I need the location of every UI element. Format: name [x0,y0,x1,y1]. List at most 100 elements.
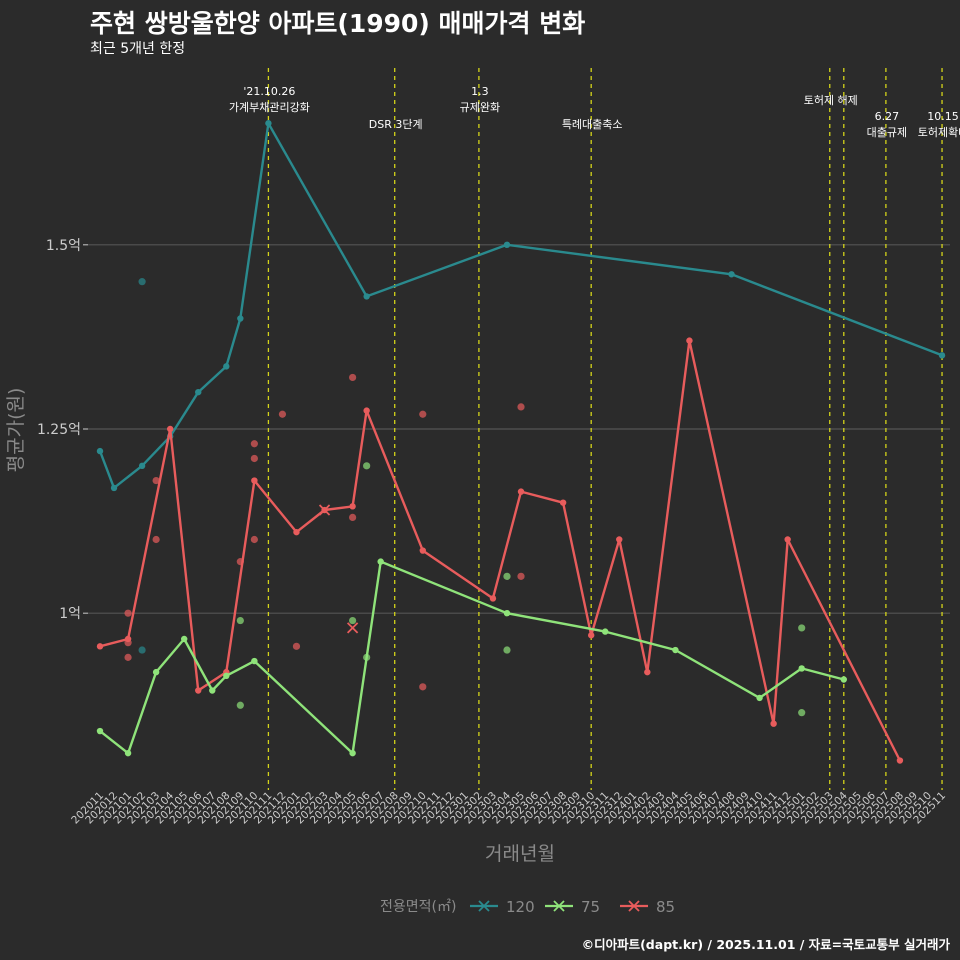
series-120-point [138,646,146,654]
y-tick-label: 1.25억 [37,422,81,438]
event-label: 특례대출축소 [562,118,623,131]
series-85-vertex [517,488,525,495]
series-75-vertex [96,727,104,735]
legend-75-swatch-mark [553,900,565,912]
series-85-vertex [644,668,651,676]
series-75-point [798,709,806,717]
series-85-point [517,572,525,580]
series-75-line [99,560,845,755]
series-75-point [503,646,511,654]
series-120-vertex [110,484,118,492]
event-label: DSR 3단계 [369,118,423,131]
series-85-cross [318,504,331,516]
series-75-vertex [209,687,216,694]
legend-title: 전용면적(㎡) [380,899,456,915]
series-85-vertex [363,407,370,414]
series-75-point [363,462,371,470]
series-75-vertex [377,558,384,565]
series-85-vertex [96,643,104,650]
legend-120-label: 120 [506,898,535,916]
series-85-point [250,454,258,463]
series-85-point [124,653,132,661]
event-label: 1.3 [471,85,489,98]
series-75-vertex [251,657,258,665]
legend-120-swatch-mark [478,900,490,912]
event-label: 토허제 해제 [804,93,858,107]
series-85-vertex [616,536,623,543]
series-75-vertex [124,749,132,757]
series-85-point [152,476,160,485]
series-120-vertex [195,388,202,396]
event-label: 대출규제 [867,126,907,139]
series-75-vertex [152,668,160,676]
series-120-vertex [503,241,511,249]
legend-85-swatch-mark [628,900,640,912]
event-label: '21.10.26 [243,85,295,98]
series-85-vertex [770,720,777,727]
series-85-vertex [419,547,426,554]
series-120-vertex [138,462,146,470]
event-label: 규제완화 [460,101,500,114]
series-85-point [419,410,427,418]
series-85-point [292,642,301,650]
series-85-vertex [251,477,258,484]
series-75-vertex [349,749,356,757]
series-75-vertex [756,694,763,702]
y-tick-label: 1억 [59,606,81,622]
series-85-vertex [587,632,595,639]
series-85-point [517,403,525,411]
series-75-point [798,624,806,632]
series-75-vertex [602,628,609,635]
series-75-point [236,616,244,625]
series-120-line [98,122,943,490]
series-85-point [349,373,357,382]
series-120-vertex [728,271,735,278]
series-75-vertex [181,635,188,643]
series-85-point [419,683,427,691]
series-120-vertex [223,363,230,370]
y-tick-label: 1.5억 [46,238,81,254]
series-85-vertex [349,503,356,510]
series-85-point [250,440,258,448]
series-85-vertex [559,499,567,506]
series-85-point [278,410,287,418]
event-label: 10.15 [927,110,959,123]
event-label: 6.27 [875,110,900,123]
series-120-vertex [265,120,272,127]
series-85-vertex [166,425,174,433]
series-85-point [349,513,357,522]
source-caption: ©디아파트(dapt.kr) / 2025.11.01 / 자료=국토교통부 실… [581,937,950,952]
series-75-vertex [672,646,679,654]
series-75-point [349,616,357,625]
series-85-line [99,339,901,762]
legend-75-label: 75 [581,898,600,916]
series-85-vertex [195,687,202,694]
series-75-vertex [503,609,511,617]
legend-85-label: 85 [656,898,675,916]
chart-title: 주현 쌍방울한양 아파트(1990) 매매가격 변화 [90,9,586,38]
series-85-vertex [896,757,904,764]
x-axis-title: 거래년월 [485,843,555,865]
series-75-point [503,572,511,580]
series-120-vertex [237,315,244,322]
series-75-vertex [223,672,230,680]
series-120-vertex [96,447,104,455]
event-label: 토허제확대 [918,126,960,139]
series-85-point [152,535,160,544]
y-axis-title: 평균가(원) [5,388,27,473]
series-85-point [124,609,132,617]
series-85-vertex [124,635,132,643]
series-120-vertex [938,352,946,359]
event-label: 가계부채관리강화 [229,101,310,114]
series-85-vertex [293,528,300,536]
series-85-point [250,535,258,544]
series-75-vertex [798,665,805,672]
series-85-vertex [489,595,497,602]
series-85-cross [346,622,359,634]
chart-subtitle: 최근 5개년 한정 [90,41,186,57]
series-120-vertex [363,293,370,300]
series-75-vertex [840,676,847,683]
series-85-vertex [784,536,791,543]
series-85-vertex [686,337,693,344]
